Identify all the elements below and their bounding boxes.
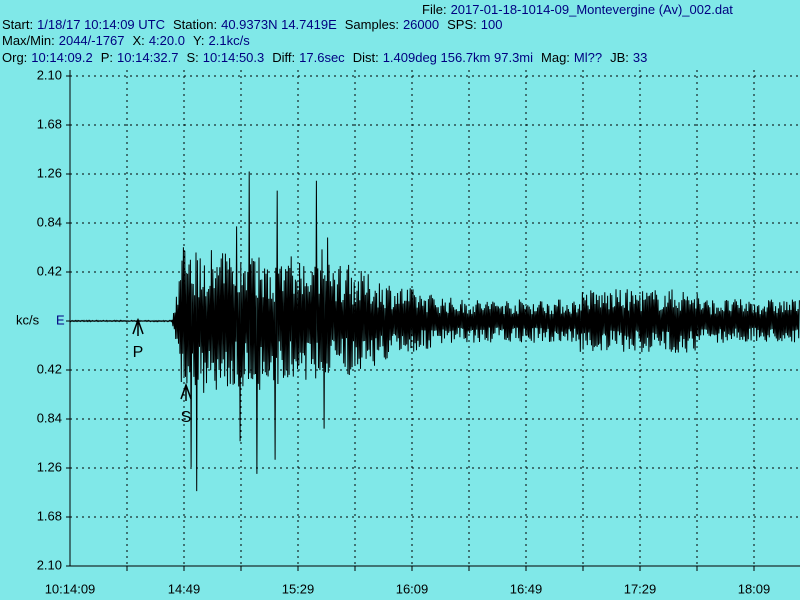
header-line: Start: 1/18/17 10:14:09 UTC Station: 40.937… — [2, 17, 506, 32]
header-label: S: — [186, 50, 199, 65]
y-tick-label: 0.84 — [37, 410, 62, 425]
header-value: 40.9373N 14.7419E — [221, 17, 337, 32]
header-value: 33 — [632, 50, 648, 65]
header-value: 2.1kc/s — [208, 33, 250, 48]
header-line: File: 2017-01-18-1014-09_Montevergine (Av… — [422, 2, 737, 17]
y-tick-label: 2.10 — [37, 557, 62, 572]
x-tick-label: 16:09 — [396, 581, 429, 596]
header-value: 17.6sec — [299, 50, 345, 65]
unit-label: kc/s — [16, 312, 40, 327]
header-label: Dist: — [352, 50, 379, 65]
x-tick-label: 14:49 — [168, 581, 201, 596]
y-tick-label: 0.42 — [37, 263, 62, 278]
header-label: Samples: — [344, 17, 399, 32]
header-value: Ml?? — [573, 50, 603, 65]
header-line: Org: 10:14:09.2 P: 10:14:32.7 S: 10:14:50.3 Di… — [2, 50, 651, 65]
y-tick-label: 1.26 — [37, 165, 62, 180]
header-value: 100 — [480, 17, 503, 32]
y-tick-label: 1.68 — [37, 116, 62, 131]
waveform — [69, 171, 800, 492]
header-value: 2017-01-18-1014-09_Montevergine (Av)_002… — [450, 2, 733, 17]
header-label: Station: — [173, 17, 218, 32]
header-value: 1/18/17 10:14:09 UTC — [37, 17, 165, 32]
header-value: 4:20.0 — [148, 33, 185, 48]
x-tick-label: 10:14:09 — [45, 581, 96, 596]
y-tick-label: 1.68 — [37, 508, 62, 523]
header-label: X: — [132, 33, 145, 48]
header-value: 26000 — [402, 17, 440, 32]
header-label: Y: — [192, 33, 205, 48]
header-label: JB: — [610, 50, 629, 65]
header-line: Max/Min: 2044/-1767 X: 4:20.0 Y: 2.1kc/s — [2, 33, 254, 48]
x-tick-label: 16:49 — [510, 581, 543, 596]
header-label: Org: — [2, 50, 28, 65]
header-value: 2044/-1767 — [58, 33, 125, 48]
pick-label: P — [133, 344, 144, 361]
header-value: 10:14:09.2 — [31, 50, 93, 65]
header-label: Start: — [2, 17, 34, 32]
pick-arrow — [132, 317, 144, 336]
pick-label: S — [181, 409, 192, 426]
pick-arrow — [180, 382, 192, 401]
x-tick-label: 18:09 — [738, 581, 771, 596]
x-tick-label: 15:29 — [282, 581, 315, 596]
y-tick-label: 0.42 — [37, 361, 62, 376]
header-value: 1.409deg 156.7km 97.3mi — [382, 50, 534, 65]
x-tick-label: 17:29 — [624, 581, 657, 596]
header-label: File: — [422, 2, 447, 17]
header-label: Diff: — [272, 50, 296, 65]
channel-label: E — [56, 312, 65, 327]
y-tick-label: 1.26 — [37, 459, 62, 474]
header-value: 10:14:50.3 — [202, 50, 265, 65]
header-label: P: — [100, 50, 114, 65]
header-label: SPS: — [447, 17, 477, 32]
y-tick-label: 2.10 — [37, 67, 62, 82]
header-value: 10:14:32.7 — [117, 50, 179, 65]
header-label: Mag: — [541, 50, 570, 65]
header-label: Max/Min: — [2, 33, 55, 48]
y-tick-label: 0.84 — [37, 214, 62, 229]
